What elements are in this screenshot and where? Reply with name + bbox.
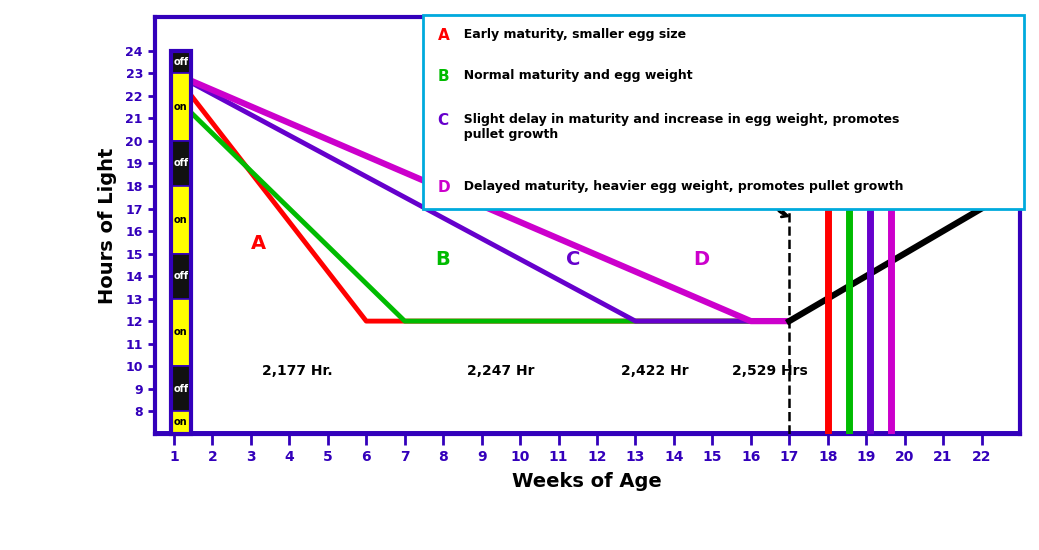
Text: Slight delay in maturity and increase in egg weight, promotes
  pullet growth: Slight delay in maturity and increase in… <box>455 113 900 141</box>
Text: on: on <box>175 102 188 112</box>
Text: C: C <box>437 113 449 128</box>
Bar <box>171 51 190 73</box>
Text: 2,247 Hr: 2,247 Hr <box>468 364 535 378</box>
Bar <box>171 51 190 434</box>
Text: off: off <box>174 384 188 394</box>
Text: 2,422 Hr: 2,422 Hr <box>621 364 689 378</box>
Bar <box>171 411 190 434</box>
X-axis label: Weeks of Age: Weeks of Age <box>512 472 662 491</box>
Text: C: C <box>566 250 581 269</box>
Text: on: on <box>175 327 188 337</box>
Text: D: D <box>437 180 450 195</box>
Bar <box>171 141 190 186</box>
Text: Normal maturity and egg weight: Normal maturity and egg weight <box>455 69 693 82</box>
Text: Age at start of
egg production: Age at start of egg production <box>835 135 920 157</box>
Text: B: B <box>435 250 450 269</box>
Bar <box>171 186 190 254</box>
Text: Early maturity, smaller egg size: Early maturity, smaller egg size <box>455 28 686 41</box>
Text: A: A <box>437 28 450 42</box>
Text: on: on <box>175 215 188 225</box>
Bar <box>171 299 190 366</box>
Bar <box>171 366 190 411</box>
Text: D: D <box>693 250 710 269</box>
Text: Delayed maturity, heavier egg weight, promotes pullet growth: Delayed maturity, heavier egg weight, pr… <box>455 180 904 192</box>
Text: 2,529 Hrs: 2,529 Hrs <box>732 364 808 378</box>
Text: off: off <box>174 271 188 281</box>
Text: off: off <box>174 158 188 168</box>
Text: 2,177 Hr.: 2,177 Hr. <box>262 364 332 378</box>
Text: B: B <box>437 69 449 84</box>
FancyBboxPatch shape <box>423 15 1024 209</box>
Text: Light Stimulation: Light Stimulation <box>712 162 812 175</box>
Text: off: off <box>174 57 188 67</box>
Bar <box>171 254 190 299</box>
Y-axis label: Hours of Light: Hours of Light <box>98 147 117 304</box>
Bar <box>171 73 190 141</box>
Text: A: A <box>250 234 266 253</box>
Text: on: on <box>175 417 188 427</box>
